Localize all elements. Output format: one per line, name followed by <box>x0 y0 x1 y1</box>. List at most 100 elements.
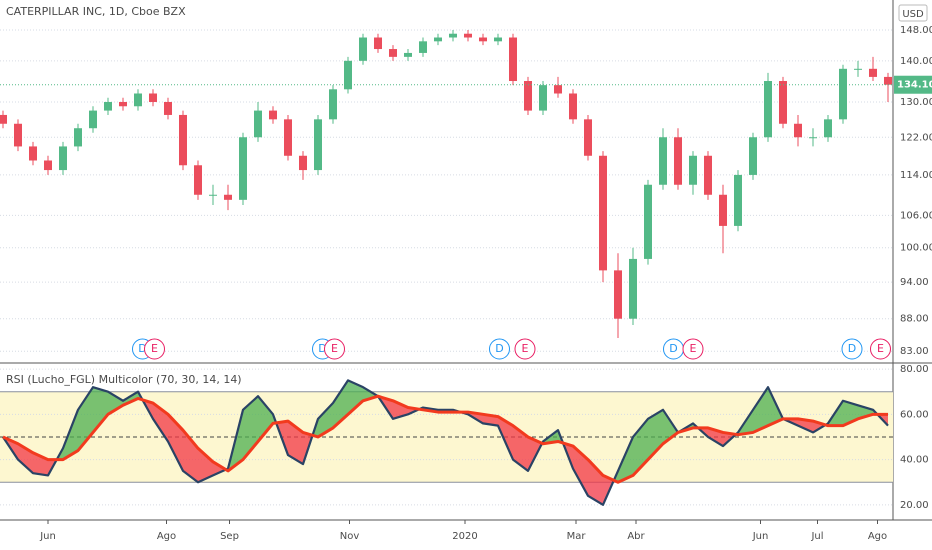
y-tick-label: 83.00 <box>900 346 929 357</box>
candle-body <box>659 137 667 185</box>
rsi-fill <box>753 387 768 433</box>
rsi-fill <box>348 380 363 415</box>
event-label: D <box>138 342 146 355</box>
y-tick-label: 94.00 <box>900 277 929 288</box>
event-label: D <box>318 342 326 355</box>
x-tick-label: 2020 <box>452 531 477 542</box>
candle-body <box>239 137 247 200</box>
candle-body <box>359 37 367 61</box>
candle-body <box>614 270 622 319</box>
candle-body <box>104 101 112 111</box>
event-marker: E <box>682 338 704 360</box>
currency-box <box>898 4 928 22</box>
y-tick-label: 130.00 <box>900 97 932 108</box>
candle-body <box>74 128 82 147</box>
candle-body <box>854 68 862 70</box>
candle-body <box>584 119 592 156</box>
event-label: E <box>522 342 529 355</box>
candle-body <box>599 155 607 271</box>
candle-body <box>749 137 757 175</box>
candle-body <box>14 123 22 147</box>
rsi-fill <box>258 396 273 442</box>
last-price-box <box>894 75 932 94</box>
candle-body <box>419 41 427 53</box>
candle-body <box>209 194 217 196</box>
candle-body <box>524 81 532 111</box>
rsi-fill <box>198 448 213 483</box>
rsi-fill <box>573 446 588 496</box>
event-label: E <box>331 342 338 355</box>
rsi-fill <box>168 414 183 471</box>
candle-body <box>689 155 697 185</box>
y-tick-label: 100.00 <box>900 243 932 254</box>
candle-body <box>89 110 97 129</box>
event-marker: D <box>841 338 863 360</box>
candle-body <box>404 52 412 57</box>
event-label: D <box>669 342 677 355</box>
y-tick-label: 80.00 <box>900 364 929 375</box>
x-tick-label: Sep <box>220 531 239 542</box>
last-price-label: 134.10 <box>897 80 932 91</box>
candle-body <box>149 93 157 102</box>
event-circle <box>324 338 345 360</box>
rsi-fill <box>798 418 813 433</box>
event-circle <box>489 338 510 360</box>
candle-body <box>794 123 802 138</box>
candle-body <box>674 137 682 185</box>
candle-body <box>824 119 832 138</box>
y-tick-label: 106.00 <box>900 210 932 221</box>
event-label: D <box>848 342 856 355</box>
candle-body <box>434 37 442 42</box>
candle-body <box>629 258 637 319</box>
y-tick-label: 114.00 <box>900 170 932 181</box>
candle-body <box>539 85 547 111</box>
event-circle <box>682 338 704 360</box>
y-tick-label: 40.00 <box>900 455 929 466</box>
event-marker: E <box>144 338 165 360</box>
candle-body <box>254 110 262 138</box>
event-marker: E <box>870 338 891 360</box>
event-circle <box>514 338 536 360</box>
candle-body <box>29 146 37 161</box>
event-marker: E <box>514 338 536 360</box>
candle-body <box>839 68 847 120</box>
x-tick-label: Jun <box>752 531 769 542</box>
candle-body <box>194 165 202 195</box>
candle-body <box>344 60 352 90</box>
x-tick-label: Nov <box>340 531 360 542</box>
y-tick-label: 60.00 <box>900 409 929 420</box>
candle-body <box>644 184 652 259</box>
event-marker: D <box>663 338 684 360</box>
candle-body <box>329 89 337 120</box>
rsi-fill <box>108 391 123 415</box>
candle-body <box>59 146 67 171</box>
x-tick-label: Jun <box>39 531 56 542</box>
event-label: E <box>690 342 697 355</box>
candle-body <box>134 93 142 107</box>
x-tick-label: Abr <box>627 531 645 542</box>
rsi-title: RSI (Lucho_FGL) Multicolor (70, 30, 14, … <box>6 373 242 386</box>
candle-body <box>779 81 787 124</box>
event-label: D <box>495 342 503 355</box>
rsi-fill <box>588 459 603 505</box>
candle-body <box>734 174 742 226</box>
candle-body <box>389 49 397 57</box>
chart-title: CATERPILLAR INC, 1D, Cboe BZX <box>6 5 186 18</box>
candle-body <box>449 33 457 38</box>
rsi-line <box>2 379 889 506</box>
rsi-fill <box>93 387 108 433</box>
x-tick-label: Jul <box>810 531 823 542</box>
rsi-fill <box>513 425 528 471</box>
x-tick-label: Ago <box>868 531 887 542</box>
y-tick-label: 20.00 <box>900 500 929 511</box>
event-label: E <box>151 342 158 355</box>
candle-body <box>314 119 322 171</box>
rsi-line <box>2 394 888 484</box>
candle-body <box>764 81 772 138</box>
candle-body <box>554 85 562 94</box>
candle-body <box>704 155 712 195</box>
candle-body <box>884 76 892 85</box>
event-circle <box>144 338 165 360</box>
event-marker: D <box>489 338 510 360</box>
candle-body <box>164 101 172 115</box>
